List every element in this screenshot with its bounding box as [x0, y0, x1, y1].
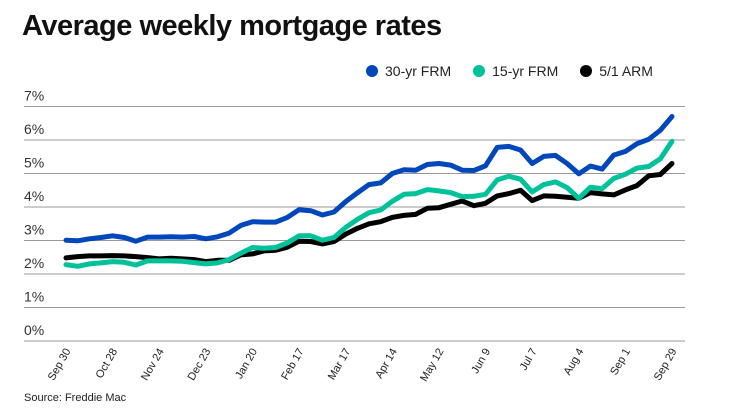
legend: 30-yr FRM 15-yr FRM 5/1 ARM — [366, 63, 653, 79]
legend-item-30yr: 30-yr FRM — [366, 63, 451, 79]
series-line-15-yr-frm — [63, 138, 675, 269]
y-tick-label: 4% — [24, 188, 44, 204]
x-tick-label: Jul 7 — [518, 347, 540, 373]
y-tick-label: 1% — [24, 289, 44, 305]
y-tick-label: 7% — [24, 88, 44, 104]
x-tick-label: Sep 30 — [46, 347, 74, 383]
x-tick-label: Jun 9 — [469, 347, 493, 376]
x-tick-label: Jan 20 — [233, 347, 260, 382]
source-note: Source: Freddie Mac — [24, 392, 127, 404]
chart-title: Average weekly mortgage rates — [22, 10, 442, 42]
x-tick-label: Nov 24 — [139, 347, 167, 383]
x-tick-label: Mar 17 — [326, 347, 354, 383]
y-tick-label: 2% — [24, 255, 44, 271]
x-tick-label: Dec 23 — [186, 347, 214, 383]
x-tick-label: Oct 28 — [94, 347, 121, 381]
legend-item-arm: 5/1 ARM — [580, 63, 653, 79]
legend-label-15yr: 15-yr FRM — [492, 63, 559, 79]
legend-marker-30yr — [366, 65, 378, 77]
legend-item-15yr: 15-yr FRM — [473, 63, 558, 79]
y-tick-label: 3% — [24, 222, 44, 238]
x-tick-label: Aug 4 — [562, 347, 587, 378]
y-tick-label: 6% — [24, 121, 44, 137]
legend-label-30yr: 30-yr FRM — [385, 63, 452, 79]
x-tick-label: Feb 17 — [279, 347, 307, 383]
series-line-30-yr-frm — [63, 114, 675, 244]
legend-marker-15yr — [473, 65, 486, 77]
x-tick-label: Sep 29 — [652, 347, 680, 383]
y-tick-label: 0% — [24, 322, 44, 338]
x-tick-label: Sep 1 — [608, 347, 633, 378]
legend-marker-arm — [580, 65, 593, 77]
x-tick-label: Apr 14 — [373, 347, 400, 381]
legend-label-arm: 5/1 ARM — [599, 63, 653, 79]
y-tick-label: 5% — [24, 155, 44, 171]
x-tick-label: May 12 — [418, 347, 446, 384]
